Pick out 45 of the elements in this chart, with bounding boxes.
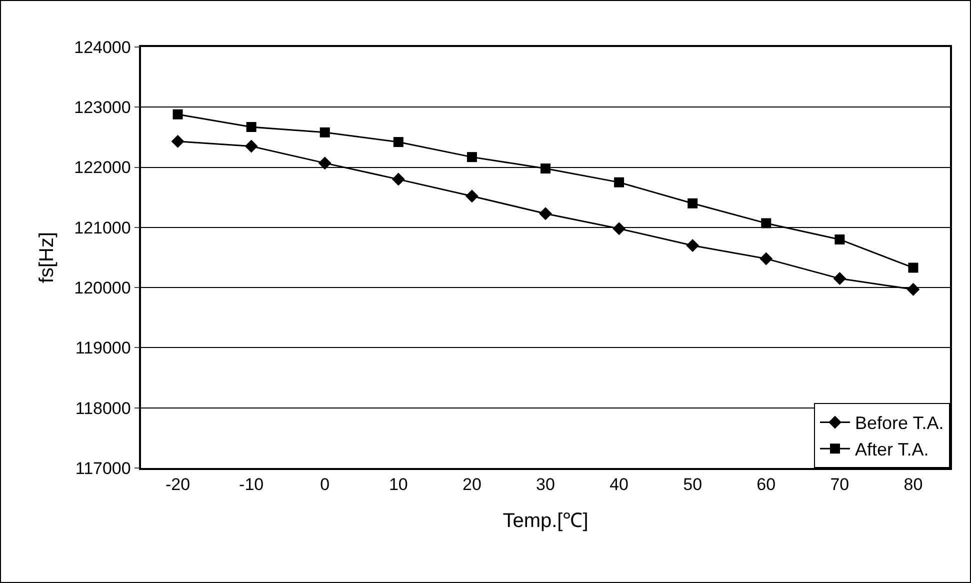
x-tick-label: -10 bbox=[239, 475, 264, 494]
point bbox=[244, 140, 258, 153]
y-tick-label: 118000 bbox=[75, 398, 131, 418]
legend-label: Before T.A. bbox=[855, 413, 944, 434]
x-tick-label: 0 bbox=[320, 475, 330, 494]
point bbox=[172, 109, 183, 120]
x-tick-label: 80 bbox=[904, 475, 923, 494]
x-tick-label: -20 bbox=[165, 475, 190, 494]
point bbox=[761, 218, 772, 228]
y-axis-title: fs[Hz] bbox=[36, 232, 58, 284]
point bbox=[834, 234, 845, 244]
point bbox=[540, 163, 550, 174]
x-tick-label: 30 bbox=[536, 475, 555, 494]
point bbox=[833, 272, 846, 286]
y-tick-label: 120000 bbox=[74, 278, 131, 298]
point bbox=[318, 156, 332, 170]
point bbox=[906, 282, 920, 296]
y-tick-label: 122000 bbox=[74, 158, 131, 178]
point bbox=[612, 222, 626, 236]
x-tick-label: 20 bbox=[462, 475, 482, 494]
point bbox=[614, 177, 624, 188]
point bbox=[688, 198, 698, 208]
y-tick-label: 117000 bbox=[75, 458, 131, 478]
point bbox=[392, 172, 405, 186]
point bbox=[171, 134, 184, 148]
x-tick-label: 10 bbox=[388, 475, 408, 494]
point bbox=[760, 252, 773, 266]
y-tick-label: 123000 bbox=[74, 98, 131, 118]
point bbox=[246, 122, 256, 132]
x-tick-label: 50 bbox=[683, 475, 702, 494]
point bbox=[686, 238, 700, 252]
point bbox=[320, 127, 330, 138]
point bbox=[539, 207, 552, 220]
point bbox=[466, 152, 477, 162]
point bbox=[908, 262, 918, 273]
x-tick-label: 60 bbox=[756, 475, 776, 494]
point bbox=[393, 137, 404, 148]
y-tick-label: 124000 bbox=[74, 38, 131, 57]
y-tick-label: 119000 bbox=[75, 338, 131, 358]
x-tick-label: 70 bbox=[830, 475, 850, 494]
x-tick-label: 40 bbox=[610, 475, 629, 494]
x-axis-title: Temp.[℃] bbox=[502, 510, 588, 532]
y-tick-label: 121000 bbox=[74, 218, 131, 238]
point bbox=[465, 190, 478, 203]
legend-label: After T.A. bbox=[855, 440, 929, 460]
